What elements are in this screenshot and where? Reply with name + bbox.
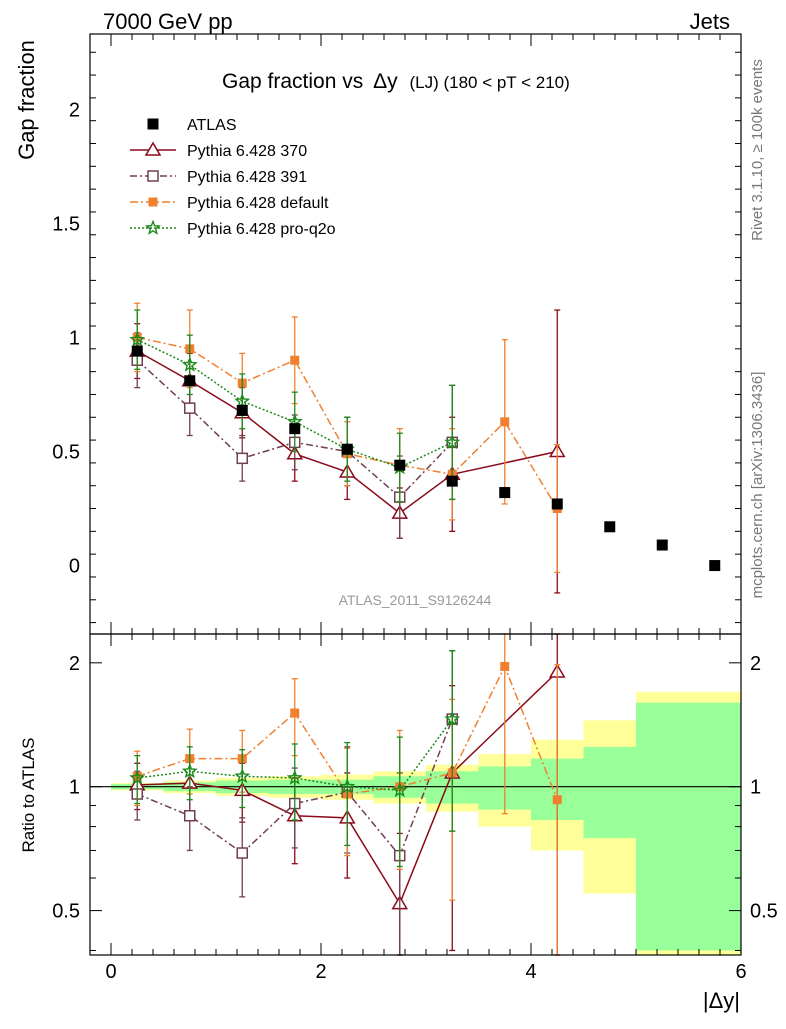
marker-data [147,118,159,130]
y-tick-label: 1 [69,327,80,349]
marker-triangle [144,141,162,156]
y-tick-label: 2 [69,99,80,121]
ratio-axis-label: Ratio to ATLAS [19,738,38,853]
marker-data [341,443,353,455]
marker-data [499,487,511,499]
title-var: Δy [373,70,398,93]
band-inner [583,746,636,839]
marker-data [656,539,668,551]
marker-star [444,433,461,450]
analysis-label: ATLAS_2011_S9126244 [339,592,492,608]
marker-filled-square [552,795,562,805]
mcplots-label: mcplots.cern.ch [arXiv:1306.3436] [749,372,766,599]
marker-data [236,404,248,416]
marker-star [391,781,408,798]
y-tick-label: 1.5 [52,213,80,235]
legend-entry: ATLAS [147,117,237,134]
series-ratio-line [137,671,558,906]
rivet-label: Rivet 3.1.10, ≥ 100k events [749,59,766,241]
category-label: Jets [690,9,730,34]
marker-data [551,498,563,510]
marker-open-square [184,810,196,822]
ratio-bands [90,691,741,955]
legend-entry: Pythia 6.428 default [130,195,329,212]
title-sub: (LJ) (180 < pT < 210) [409,73,569,92]
ratio-tick-label-right: 1 [750,777,761,799]
legend: ATLAS Pythia 6.428 370 Pythia 6.428 391 Pyt… [130,117,336,238]
marker-star [444,710,461,726]
marker-open-square [147,170,159,182]
energy-label: 7000 GeV pp [103,9,233,34]
ratio-tick-label: 0.5 [52,901,80,923]
marker-star [144,219,162,235]
marker-star [181,356,198,372]
marker-star [286,769,303,785]
legend-label: Pythia 6.428 391 [187,169,307,186]
series-line [136,350,558,515]
y-tick-label: 0.5 [52,441,80,463]
marker-star [181,762,198,779]
marker-data [184,375,196,387]
legend-label: Pythia 6.428 pro-q2o [187,221,336,238]
chart-marks [128,302,721,956]
marker-data [446,475,458,487]
x-tick-label: 0 [105,961,116,983]
ratio-tick-label: 1 [69,777,80,799]
marker-open-square [236,452,248,465]
band-inner [636,702,689,951]
marker-data [709,560,721,572]
marker-open-square [236,847,248,859]
ratio-tick-label-right: 0.5 [750,901,778,923]
marker-data [604,521,616,533]
legend-entry: Pythia 6.428 pro-q2o [130,219,336,238]
ratio-frame [89,633,742,956]
x-tick-label: 4 [525,961,536,983]
marker-filled-square [290,355,300,365]
ratio-tick-label-right: 2 [750,653,761,675]
marker-star [129,769,146,785]
marker-filled-square [148,197,158,207]
x-axis-label: |Δy| [703,988,740,1013]
marker-data [289,423,301,435]
marker-filled-square [290,708,300,718]
legend-label: ATLAS [187,117,237,134]
series-line [137,336,558,509]
legend-entry: Pythia 6.428 391 [130,169,307,186]
marker-star [234,392,251,409]
y-axis-label: Gap fraction [14,40,39,160]
title-main: Gap fraction vs [222,70,363,93]
x-tick-label: 2 [315,961,326,983]
marker-star [339,778,356,794]
marker-filled-square [500,661,510,671]
ratio-tick-label: 2 [69,653,80,675]
marker-star [234,767,251,784]
x-tick-label: 6 [735,961,746,983]
legend-label: Pythia 6.428 default [187,195,329,212]
marker-filled-square [500,417,510,427]
axes-frames: 0 2 4 6 0 0.5 1 1.5 2 0.5 0.5 1 1 2 2 [52,33,778,983]
data-points [131,345,721,572]
marker-star [129,331,146,347]
y-tick-label: 0 [69,556,80,578]
legend-entry: Pythia 6.428 370 [130,141,307,160]
marker-data [394,459,406,471]
band-inner [688,702,741,951]
legend-label: Pythia 6.428 370 [187,143,307,160]
marker-data [131,345,143,357]
marker-open-square [184,402,196,414]
chart-title: Gap fraction vs Δy (LJ) (180 < pT < 210) [222,70,570,93]
